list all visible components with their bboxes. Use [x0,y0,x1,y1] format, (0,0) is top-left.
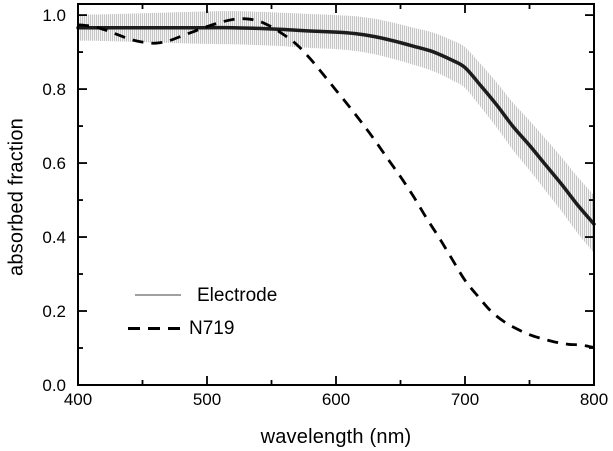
y-tick-label: 0.2 [42,302,66,321]
electrode-curve [76,25,596,226]
y-tick-label: 1.0 [42,6,66,25]
y-tick-label: 0.4 [42,228,66,247]
electrode-error-band [78,11,594,253]
y-tick-label: 0.6 [42,154,66,173]
x-tick-label: 400 [64,390,92,409]
y-axis-title: absorbed fraction [5,118,28,276]
n719-curve [77,17,595,349]
x-tick-label: 800 [580,390,608,409]
x-axis-title: wavelength (nm) [260,426,412,448]
y-tick-label: 0.0 [42,376,66,395]
x-tick-label: 500 [193,390,221,409]
x-tick-label: 700 [451,390,479,409]
x-tick-label: 600 [322,390,350,409]
y-tick-label: 0.8 [42,80,66,99]
